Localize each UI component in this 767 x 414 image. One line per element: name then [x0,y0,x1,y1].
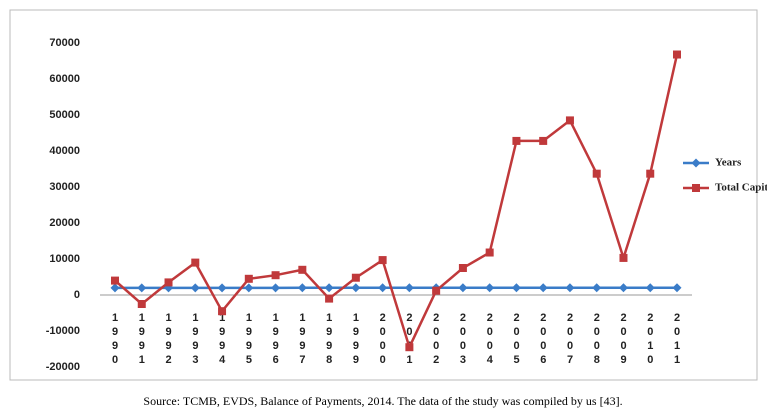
point [645,283,655,293]
x-tick-label: 1999 [350,312,362,368]
point [325,294,334,303]
point [137,300,146,308]
point [565,283,575,293]
point [378,256,387,265]
x-tick-label: 2006 [537,312,549,368]
point [271,283,281,293]
x-tick-label: 1993 [189,312,201,368]
x-tick-label: 1995 [243,312,255,368]
point [485,283,495,293]
point [458,264,467,272]
point [619,253,628,262]
x-tick-label: 1996 [270,312,282,368]
point [511,283,521,293]
y-tick-label: -10000 [46,325,80,337]
x-tick-label: 2007 [564,312,576,368]
x-tick-label: 1997 [296,312,308,368]
series-line [114,54,679,351]
x-tick-label: 2004 [484,312,496,368]
point [405,343,414,352]
x-tick-label: 2003 [457,312,469,368]
point [458,283,468,293]
point [512,136,521,145]
point [324,283,334,293]
y-tick-label: 30000 [49,181,80,193]
point [137,283,147,293]
x-tick-label: 1991 [136,312,148,368]
point [164,278,173,287]
point [485,248,494,257]
point [672,283,682,293]
x-tick-label: 1994 [216,312,228,368]
x-tick-label: 2002 [430,312,442,368]
point [298,265,307,274]
x-tick-label: 2008 [591,312,603,368]
point [111,276,119,285]
point [297,283,307,293]
point [691,158,701,168]
caption: Source: TCMB, EVDS, Balance of Payments,… [143,394,622,408]
point [190,283,200,293]
x-tick-label: 2001 [403,312,415,368]
point [565,116,574,125]
point [539,136,548,145]
x-tick-label: 1998 [323,312,335,368]
point [244,283,254,293]
point [646,169,655,178]
x-tick-label: 1992 [163,312,175,368]
point [218,307,227,316]
point [592,169,601,178]
point [378,283,388,293]
y-tick-label: 40000 [49,145,80,157]
point [404,283,414,293]
x-tick-label: 2000 [377,312,389,368]
point [538,283,548,293]
point [217,283,227,293]
point [191,258,200,267]
point [618,283,628,293]
point [351,283,361,293]
point [351,273,360,282]
x-tick-label: 2005 [511,312,523,368]
legend-label: Years [715,157,742,169]
point [271,271,280,280]
x-tick-label: 2009 [618,312,630,368]
point [692,184,700,192]
y-tick-label: 10000 [49,253,80,265]
x-tick-label: 1990 [109,312,121,368]
point [432,286,441,295]
x-tick-label: 2011 [671,312,683,368]
y-tick-label: 0 [74,289,80,301]
chart-border [9,9,758,381]
point [673,50,681,59]
y-tick-label: 20000 [49,217,80,229]
legend-label: Total Capital [715,182,767,194]
point [244,274,253,283]
point [592,283,602,293]
point [110,283,120,293]
y-tick-label: 50000 [49,109,80,121]
x-tick-label: 2010 [644,312,656,368]
y-tick-label: 60000 [49,73,80,85]
y-tick-label: 70000 [49,37,80,49]
y-tick-label: -20000 [46,361,80,373]
